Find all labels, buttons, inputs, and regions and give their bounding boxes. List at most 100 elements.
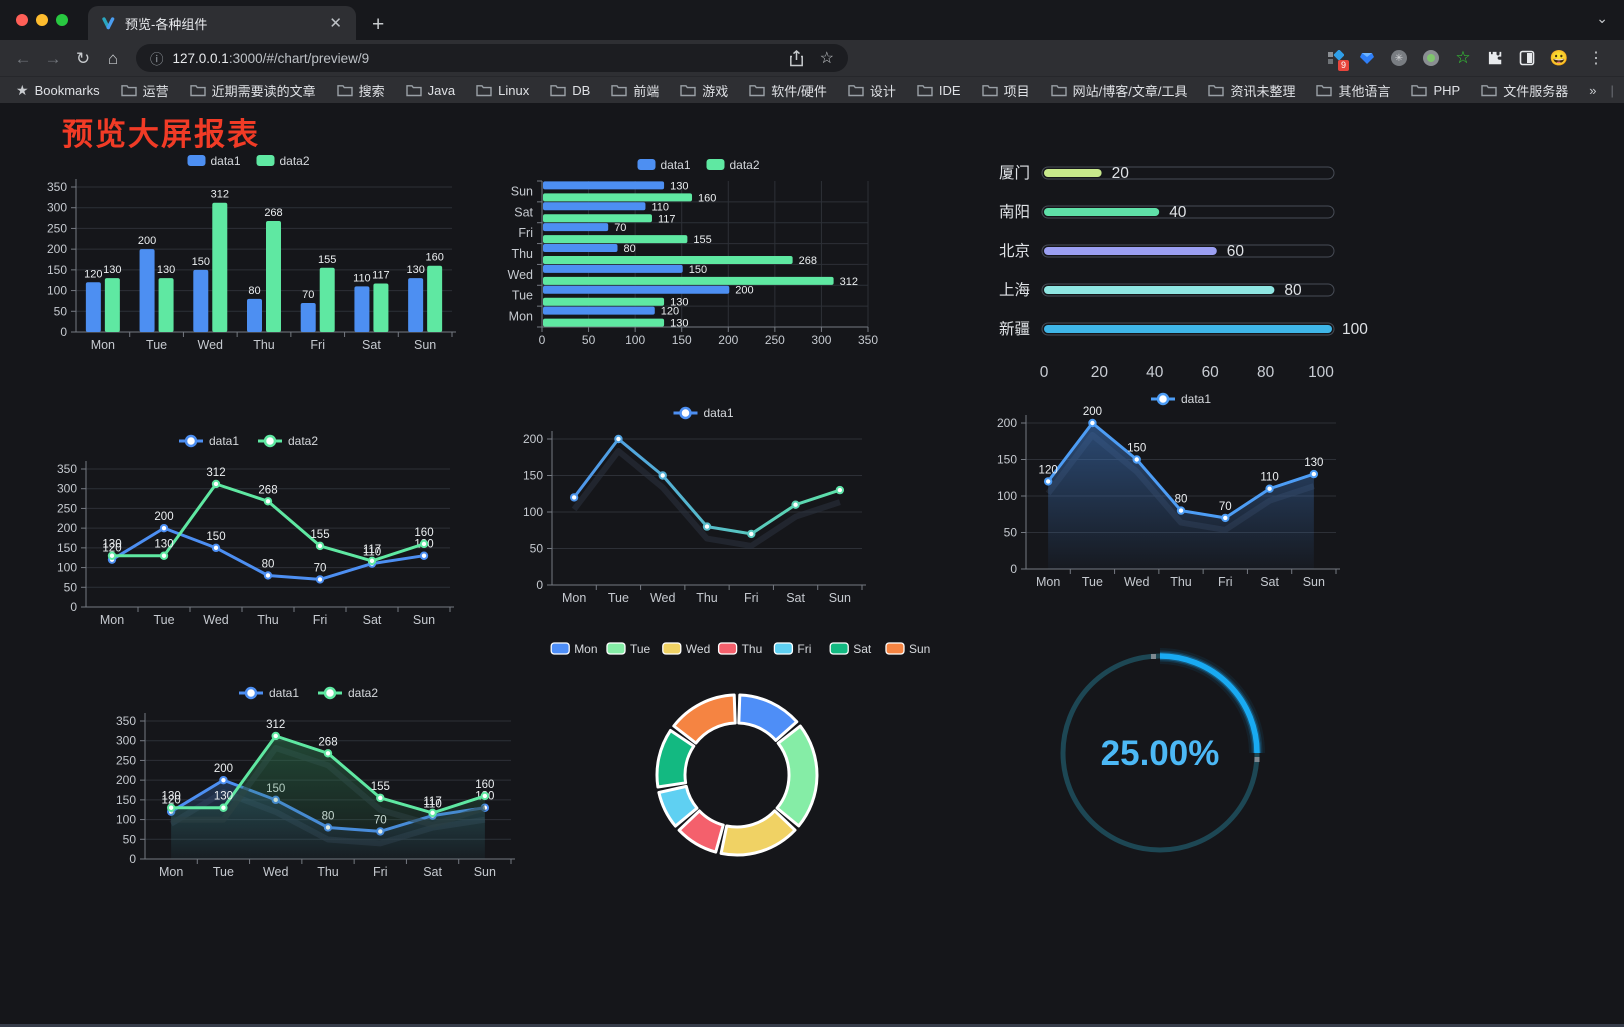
svg-text:300: 300 (116, 734, 136, 748)
back-button[interactable]: ← (14, 48, 32, 68)
svg-text:110: 110 (1260, 472, 1278, 484)
extension-dot-icon[interactable] (1422, 49, 1440, 67)
bookmark-folder-15[interactable]: PHP (1411, 81, 1460, 100)
extension-wheel-icon[interactable]: ✳ (1390, 49, 1408, 67)
svg-text:268: 268 (799, 255, 817, 267)
svg-text:250: 250 (116, 753, 136, 767)
url-text: 127.0.0.1:3000/#/chart/preview/9 (172, 50, 370, 66)
svg-text:Sat: Sat (1260, 575, 1279, 589)
svg-text:Tue: Tue (512, 289, 533, 303)
bookmark-folder-11[interactable]: 项目 (981, 81, 1030, 100)
svg-text:117: 117 (423, 796, 441, 808)
browser-menu-icon[interactable]: ⋮ (1588, 50, 1604, 67)
svg-text:100: 100 (116, 813, 136, 827)
svg-text:40: 40 (1169, 204, 1187, 221)
svg-text:60: 60 (1227, 243, 1245, 260)
svg-text:312: 312 (206, 467, 225, 479)
svg-text:Thu: Thu (257, 613, 279, 627)
svg-text:300: 300 (47, 201, 67, 215)
svg-text:110: 110 (353, 272, 371, 284)
svg-text:160: 160 (698, 192, 716, 204)
bookmark-folder-2[interactable]: 搜索 (336, 81, 385, 100)
svg-text:200: 200 (47, 242, 67, 256)
svg-text:Sat: Sat (786, 591, 805, 605)
bookmark-folder-5[interactable]: DB (550, 81, 590, 100)
svg-text:250: 250 (765, 333, 785, 347)
extensions-puzzle-icon[interactable] (1486, 49, 1504, 67)
home-button[interactable]: ⌂ (107, 48, 119, 68)
bookmark-folder-0[interactable]: 运营 (120, 81, 169, 100)
svg-text:Tue: Tue (630, 642, 651, 656)
chart-area-double[interactable]: data1 data2 0 50 100 150 200 250 300 350 Mon Tue Wed… (95, 677, 525, 894)
chart-percent-gauge[interactable]: 25.00% (1040, 633, 1280, 888)
bookmark-folder-9[interactable]: 设计 (848, 81, 896, 100)
dashboard-page: 预览大屏报表 data1 data2 0 50 100 150 200 250 300 350 Mo… (0, 103, 1624, 1027)
svg-text:Mon: Mon (562, 591, 586, 605)
svg-text:300: 300 (57, 482, 77, 496)
chart-city-progress[interactable]: 厦门 20 南阳 40 北京 60 上海 80 新疆 100 0 20 40 60 80 100 (980, 155, 1370, 395)
tab-search-chevron-icon[interactable]: ⌄ (1596, 10, 1608, 26)
svg-text:200: 200 (116, 773, 136, 787)
minimize-window-button[interactable] (36, 14, 48, 26)
bookmarks-manager[interactable]: ★ Bookmarks (16, 81, 100, 98)
svg-text:312: 312 (840, 276, 858, 288)
bookmarks-bar: ★ Bookmarks 运营 近期需要读的文章 搜索 Java Linux DB 前端 游戏 软… (0, 76, 1624, 103)
svg-text:150: 150 (689, 264, 707, 276)
bookmark-star-icon[interactable]: ☆ (819, 50, 834, 67)
bookmark-folder-3[interactable]: Java (405, 81, 455, 100)
svg-text:100: 100 (625, 333, 645, 347)
svg-text:北京: 北京 (999, 242, 1030, 260)
svg-text:150: 150 (192, 256, 210, 268)
close-window-button[interactable] (16, 14, 28, 26)
bookmark-folder-12[interactable]: 网站/博客/文章/工具 (1050, 81, 1187, 100)
bookmark-folder-8[interactable]: 软件/硬件 (749, 81, 827, 100)
extension-emoji-icon[interactable]: 😀 (1549, 50, 1569, 67)
svg-text:Tue: Tue (213, 865, 234, 879)
new-tab-button[interactable]: + (372, 13, 385, 36)
bookmark-folder-7[interactable]: 游戏 (680, 81, 728, 100)
svg-text:80: 80 (248, 285, 260, 297)
svg-text:100: 100 (1342, 321, 1368, 338)
extension-gem-icon[interactable] (1358, 49, 1376, 67)
svg-text:150: 150 (1127, 443, 1146, 455)
svg-text:155: 155 (318, 254, 336, 266)
bookmark-folder-1[interactable]: 近期需要读的文章 (189, 81, 316, 100)
chart-gradient-line[interactable]: data1 0 50 100 150 200 Mon Tue Wed Thu Fri Sat Sun (500, 399, 910, 616)
forward-button[interactable]: → (44, 48, 62, 68)
chart-area-single[interactable]: data1 0 50 100 150 200 Mon Tue Wed Thu Fri Sat Sun 12… (970, 387, 1395, 602)
extension-star-icon[interactable]: ☆ (1455, 48, 1471, 67)
site-info-icon[interactable]: ⓘ (150, 52, 164, 67)
svg-text:data1: data1 (704, 406, 734, 420)
svg-text:Fri: Fri (518, 226, 533, 240)
maximize-window-button[interactable] (56, 14, 68, 26)
bookmark-folder-13[interactable]: 资讯未整理 (1208, 81, 1295, 100)
address-bar[interactable]: ⓘ 127.0.0.1:3000/#/chart/preview/9 ☆ (136, 44, 848, 72)
bookmark-folder-14[interactable]: 其他语言 (1316, 81, 1390, 100)
browser-tab[interactable]: 预览-各种组件 ✕ (88, 6, 356, 40)
bookmark-folder-4[interactable]: Linux (476, 81, 529, 100)
reload-button[interactable]: ↻ (75, 48, 91, 68)
svg-text:130: 130 (214, 791, 233, 803)
svg-text:0: 0 (60, 325, 67, 339)
svg-text:130: 130 (1304, 457, 1323, 469)
extension-darkmode-icon[interactable] (1518, 49, 1536, 67)
bookmark-folder-10[interactable]: IDE (917, 81, 961, 100)
tab-close-icon[interactable]: ✕ (329, 15, 342, 32)
svg-text:268: 268 (258, 484, 277, 496)
svg-text:150: 150 (206, 531, 225, 543)
svg-text:Tue: Tue (153, 613, 174, 627)
share-icon[interactable] (789, 49, 804, 67)
bookmark-folder-6[interactable]: 前端 (611, 81, 659, 100)
extension-grid-icon[interactable]: 9 (1326, 49, 1349, 71)
bookmark-folder-16[interactable]: 文件服务器 (1481, 81, 1568, 100)
svg-text:Sun: Sun (829, 591, 851, 605)
bookmarks-overflow-chevron[interactable]: » (1589, 82, 1597, 98)
svg-text:150: 150 (47, 263, 67, 277)
chart-horizontal-bar[interactable]: data1 data2 0 50 100 150 200 250 300 350 Mon Tue Wed… (500, 151, 900, 368)
svg-text:100: 100 (1308, 364, 1334, 381)
svg-text:70: 70 (302, 289, 314, 301)
chart-week-donut[interactable]: Mon Tue Wed Thu Fri Sat Sun (540, 635, 940, 895)
chart-grouped-bar[interactable]: data1 data2 0 50 100 150 200 250 300 350 Mon Tue Wed… (40, 147, 460, 367)
svg-text:Sat: Sat (423, 865, 442, 879)
chart-two-line[interactable]: data1 data2 0 50 100 150 200 250 300 350 Mon Tue Wed… (40, 425, 460, 642)
